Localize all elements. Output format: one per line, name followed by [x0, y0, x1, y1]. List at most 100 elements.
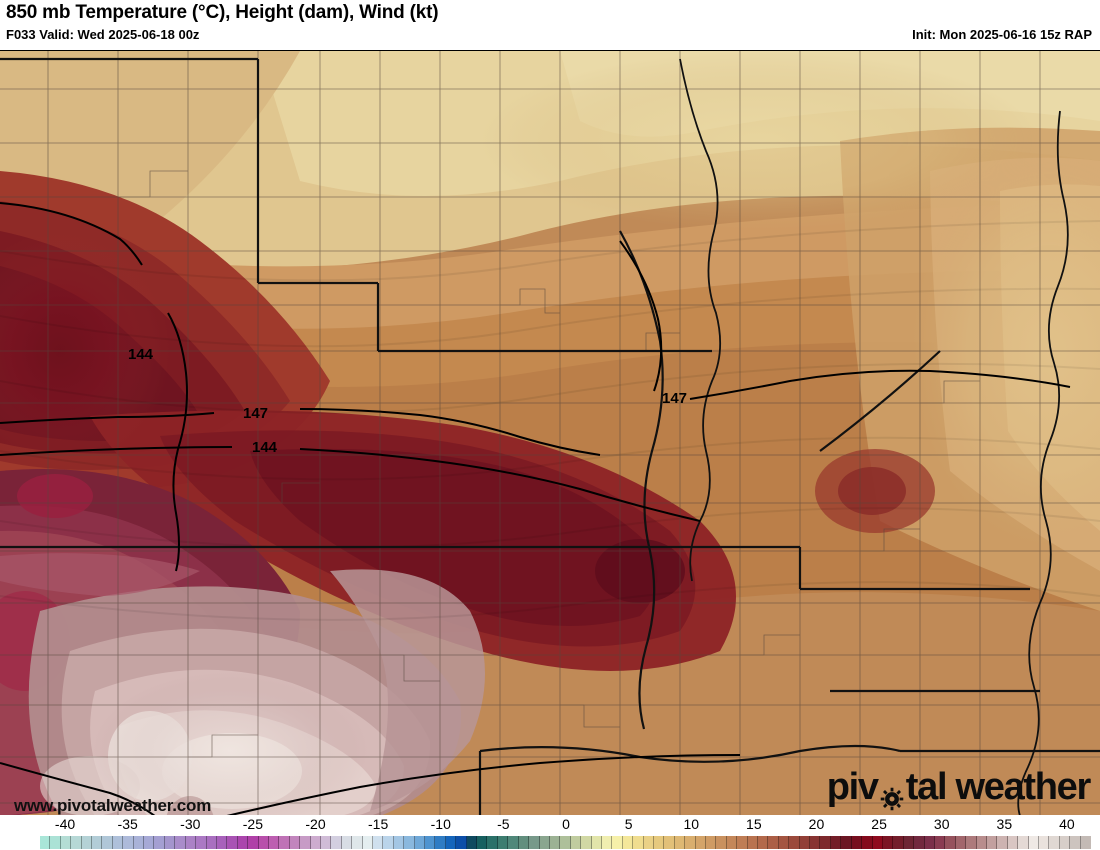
colorbar-swatch — [248, 836, 259, 849]
contour-label-144-a: 144 — [128, 346, 154, 363]
colorbar-swatch — [133, 836, 145, 849]
colorbar-swatch — [726, 836, 738, 849]
colorbar-swatch — [976, 836, 987, 849]
colorbar-swatch — [539, 836, 550, 849]
colorbar-swatch — [591, 836, 602, 849]
forecast-valid-time: F033 Valid: Wed 2025-06-18 00z — [6, 27, 200, 42]
colorbar[interactable]: -40 -35 -30 -25 -20 -15 -10 -5 0 5 10 15 20 25 30 35 40 — [0, 815, 1100, 850]
gear-sun-icon — [879, 779, 905, 810]
colorbar-swatch — [601, 836, 613, 849]
colorbar-swatch — [882, 836, 894, 849]
site-url-watermark: www.pivotalweather.com — [14, 796, 212, 815]
colorbar-swatch — [196, 836, 207, 849]
colorbar-swatch — [71, 836, 82, 849]
colorbar-swatch — [716, 836, 727, 849]
colorbar-swatch — [60, 836, 72, 849]
colorbar-swatch — [1080, 836, 1092, 849]
colorbar-swatch — [581, 836, 592, 849]
colorbar-swatch — [549, 836, 561, 849]
colorbar-swatch — [810, 836, 821, 849]
colorbar-swatch — [112, 836, 124, 849]
colorbar-tick: -15 — [368, 816, 389, 832]
colorbar-swatch — [799, 836, 811, 849]
colorbar-swatch — [445, 836, 457, 849]
colorbar-swatch — [945, 836, 956, 849]
colorbar-swatch — [352, 836, 363, 849]
colorbar-swatch — [1039, 836, 1050, 849]
colorbar-swatch — [144, 836, 155, 849]
page-title: 850 mb Temperature (°C), Height (dam), W… — [6, 2, 439, 23]
colorbar-swatch — [529, 836, 540, 849]
colorbar-swatch — [1070, 836, 1081, 849]
colorbar-swatch — [237, 836, 249, 849]
colorbar-swatch — [560, 836, 571, 849]
colorbar-swatch — [477, 836, 488, 849]
colorbar-swatch — [279, 836, 290, 849]
colorbar-swatch — [123, 836, 134, 849]
colorbar-tick: 0 — [562, 816, 570, 832]
colorbar-swatch — [966, 836, 977, 849]
colorbar-swatch — [841, 836, 852, 849]
colorbar-swatch — [102, 836, 113, 849]
colorbar-swatch — [289, 836, 301, 849]
colorbar-swatch — [706, 836, 717, 849]
colorbar-swatch — [862, 836, 873, 849]
colorbar-swatch — [40, 836, 51, 849]
pivotal-weather-logo: piv tal weather — [826, 766, 1091, 810]
colorbar-swatch — [497, 836, 509, 849]
colorbar-swatch — [830, 836, 842, 849]
colorbar-swatch — [612, 836, 623, 849]
map-canvas[interactable]: 144 147 144 147 144 — [0, 50, 1100, 816]
colorbar-swatch — [997, 836, 1008, 849]
colorbar-swatch — [258, 836, 269, 849]
header-bar: 850 mb Temperature (°C), Height (dam), W… — [0, 0, 1100, 50]
colorbar-swatch — [154, 836, 165, 849]
colorbar-swatch — [685, 836, 696, 849]
logo-text-part1: piv — [826, 766, 879, 808]
colorbar-swatch — [820, 836, 831, 849]
colorbar-tick: 5 — [624, 816, 633, 832]
colorbar-tick: -35 — [117, 816, 138, 832]
colorbar-swatch — [758, 836, 769, 849]
colorbar-swatch — [268, 836, 280, 849]
colorbar-swatch — [518, 836, 530, 849]
colorbar-tick: -10 — [430, 816, 451, 832]
contour-label-144-b: 144 — [252, 439, 278, 456]
colorbar-tick: 35 — [996, 816, 1013, 832]
colorbar-swatch — [872, 836, 883, 849]
colorbar-tick: 20 — [808, 816, 825, 832]
colorbar-swatch — [1049, 836, 1060, 849]
colorbar-swatch — [81, 836, 93, 849]
colorbar-swatch — [227, 836, 238, 849]
colorbar-tick: 40 — [1059, 816, 1075, 832]
colorbar-swatch — [986, 836, 998, 849]
colorbar-swatch — [320, 836, 332, 849]
colorbar-swatch — [768, 836, 779, 849]
colorbar-swatch — [789, 836, 800, 849]
colorbar-tick: -25 — [242, 816, 264, 832]
colorbar-swatch — [747, 836, 759, 849]
colorbar-swatch — [1007, 836, 1019, 849]
colorbar-swatch — [664, 836, 675, 849]
colorbar-swatch — [404, 836, 415, 849]
colorbar-swatch — [893, 836, 904, 849]
colorbar-swatch — [300, 836, 311, 849]
colorbar-swatch — [508, 836, 519, 849]
colorbar-swatch — [341, 836, 353, 849]
height-contour-layer: 144 147 144 147 144 — [0, 202, 1071, 816]
colorbar-swatch — [570, 836, 582, 849]
colorbar-tick: -5 — [497, 816, 510, 832]
contour-label-147-a: 147 — [243, 405, 268, 422]
colorbar-swatch — [92, 836, 103, 849]
state-borders-layer — [0, 57, 1100, 816]
colorbar-swatch — [331, 836, 342, 849]
colorbar-swatch — [914, 836, 925, 849]
colorbar-swatch — [903, 836, 915, 849]
colorbar-swatch — [695, 836, 706, 849]
colorbar-swatch — [373, 836, 384, 849]
colorbar-swatch — [1028, 836, 1039, 849]
colorbar-swatch — [737, 836, 748, 849]
colorbar-swatch — [435, 836, 446, 849]
colorbar-swatch — [206, 836, 217, 849]
